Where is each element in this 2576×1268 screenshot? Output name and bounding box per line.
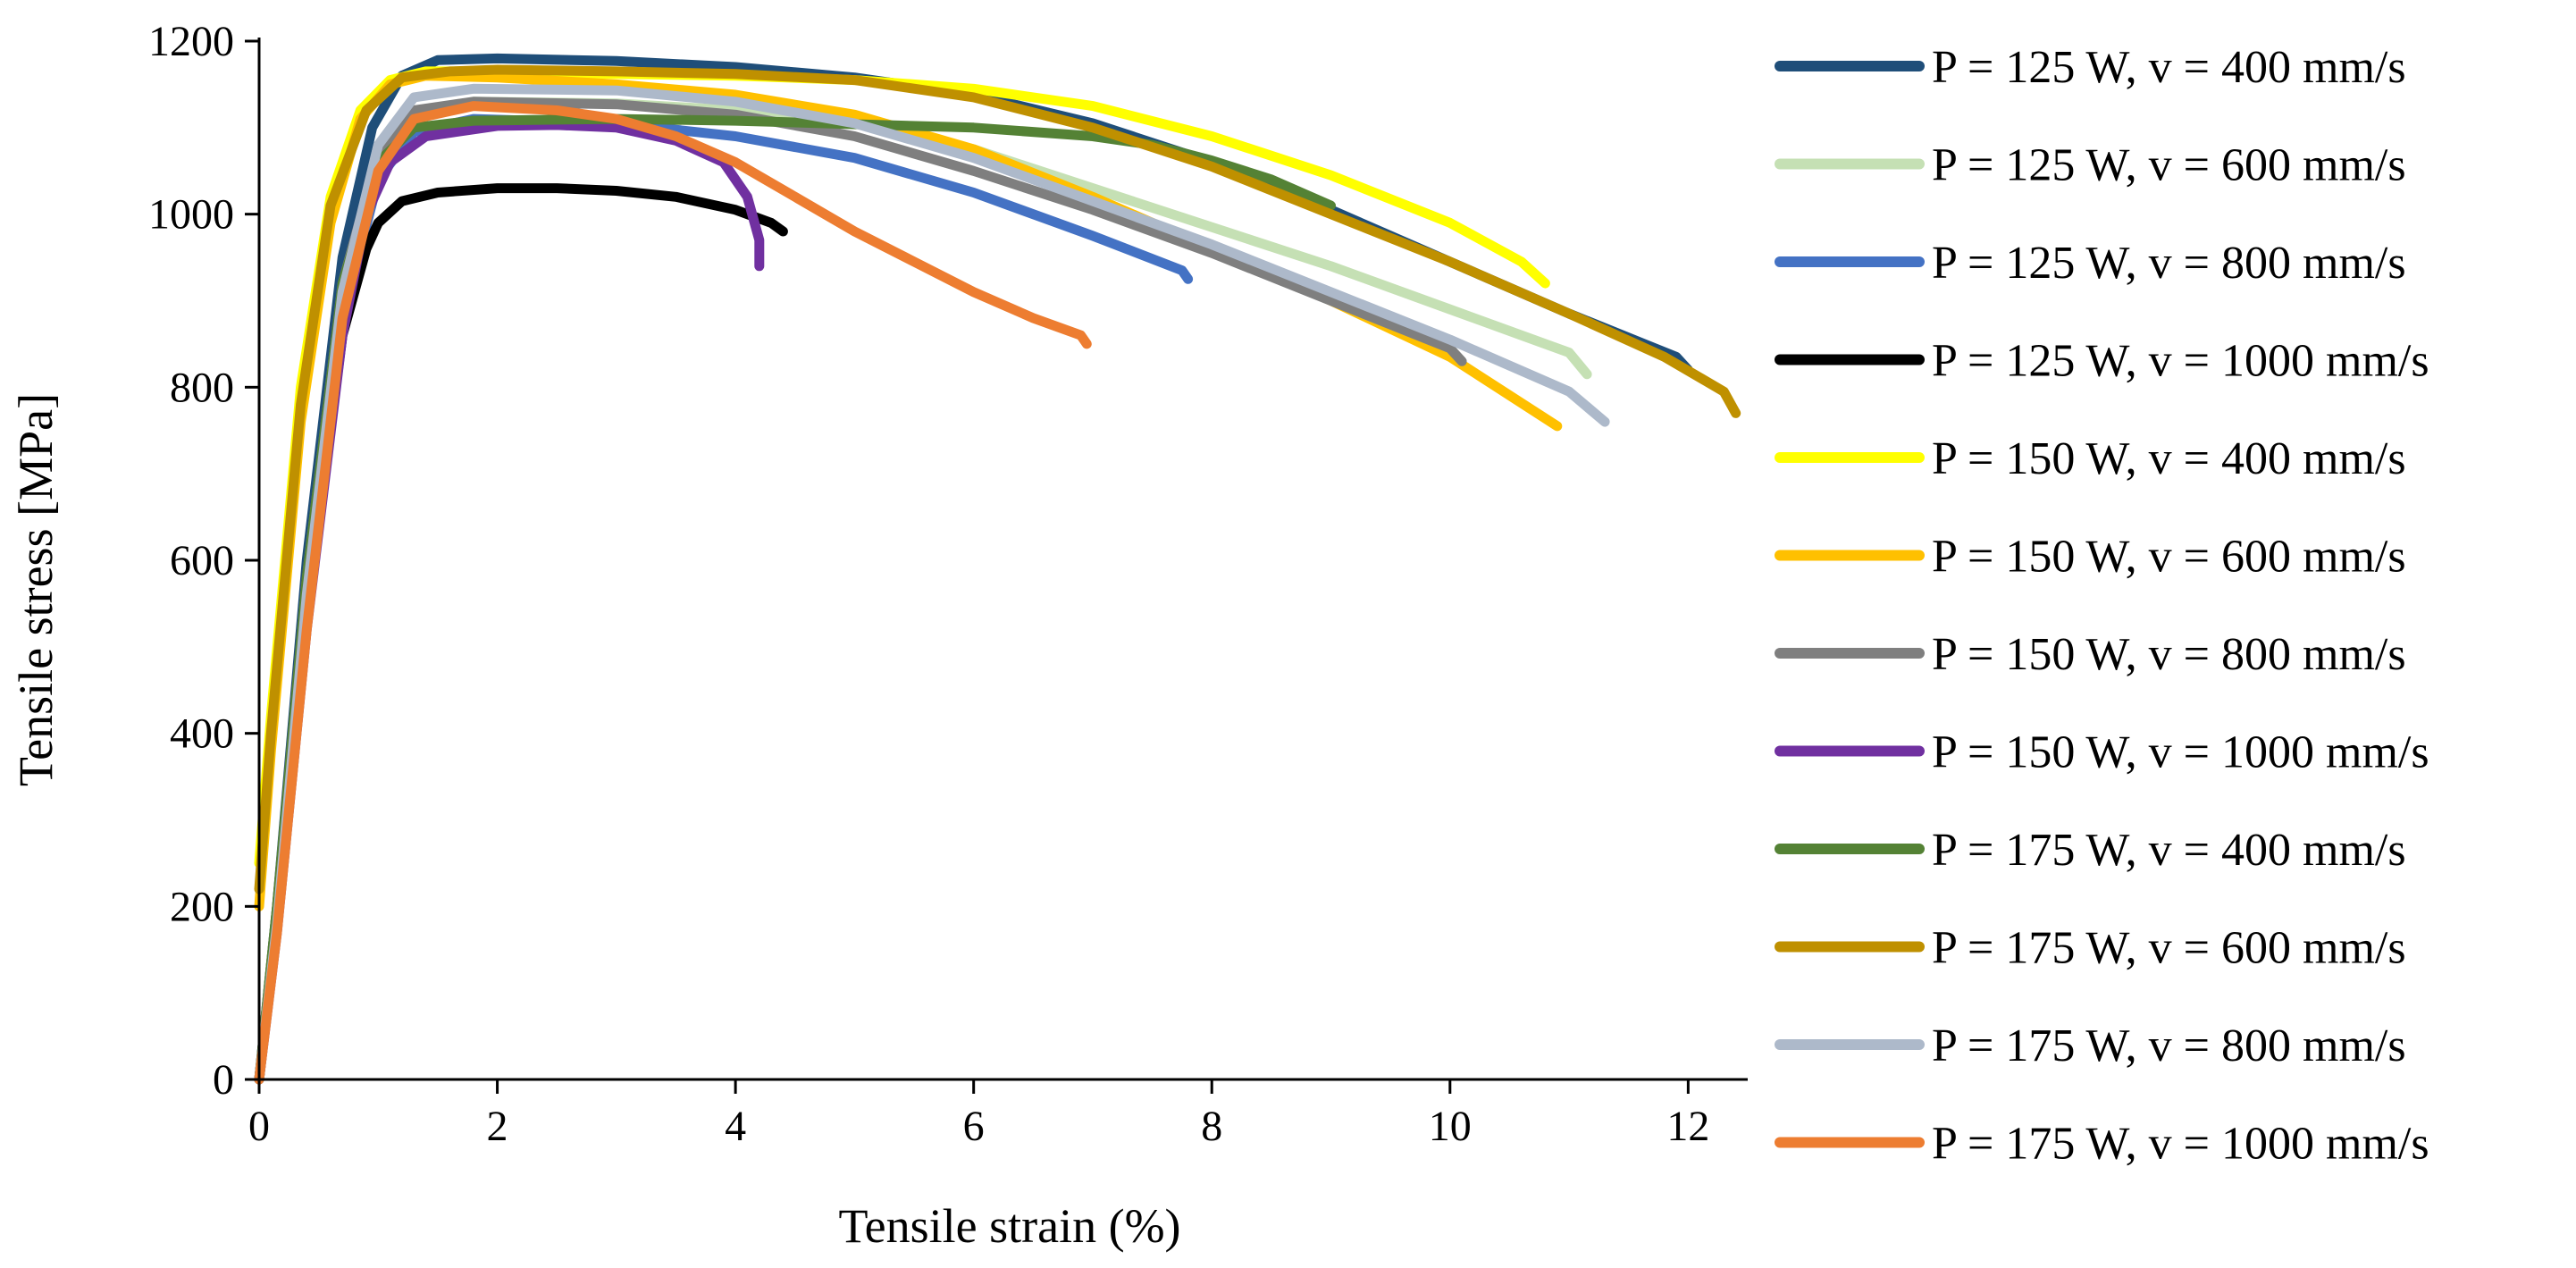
legend-label: P = 125 W, v = 1000 mm/s: [1932, 336, 2429, 387]
legend-item: P = 175 W, v = 800 mm/s: [1775, 1020, 2406, 1071]
x-tick-label: 6: [963, 1103, 985, 1150]
legend-label: P = 125 W, v = 600 mm/s: [1932, 140, 2406, 191]
x-tick-label: 12: [1666, 1103, 1709, 1150]
x-tick-label: 2: [487, 1103, 508, 1150]
x-tick-label: 10: [1429, 1103, 1472, 1150]
y-tick-label: 0: [213, 1056, 234, 1104]
legend-item: P = 125 W, v = 400 mm/s: [1775, 42, 2406, 93]
x-tick-label: 8: [1201, 1103, 1222, 1150]
legend-label: P = 175 W, v = 800 mm/s: [1932, 1020, 2406, 1071]
legend-item: P = 125 W, v = 800 mm/s: [1775, 238, 2406, 289]
legend-item: P = 150 W, v = 800 mm/s: [1775, 629, 2406, 680]
legend: P = 125 W, v = 400 mm/s P = 125 W, v = 60…: [1775, 42, 2429, 1170]
legend-item: P = 150 W, v = 600 mm/s: [1775, 532, 2406, 583]
y-tick-label: 400: [170, 710, 234, 758]
legend-item: P = 150 W, v = 1000 mm/s: [1775, 727, 2429, 778]
legend-item: P = 175 W, v = 400 mm/s: [1775, 825, 2406, 876]
legend-label: P = 175 W, v = 600 mm/s: [1932, 923, 2406, 974]
legend-label: P = 150 W, v = 800 mm/s: [1932, 629, 2406, 680]
y-tick-label: 200: [170, 883, 234, 930]
x-tick-label: 0: [248, 1103, 270, 1150]
y-tick-label: 600: [170, 537, 234, 584]
legend-item: P = 175 W, v = 600 mm/s: [1775, 923, 2406, 974]
series-line-8: [254, 120, 765, 1085]
axes: 0 200 400 600 800 1000 1200 0 2 4 6 8 10 12: [148, 18, 1748, 1150]
legend-item: P = 125 W, v = 1000 mm/s: [1775, 336, 2429, 387]
legend-label: P = 175 W, v = 1000 mm/s: [1932, 1119, 2429, 1170]
legend-label: P = 150 W, v = 600 mm/s: [1932, 532, 2406, 583]
y-tick-label: 800: [170, 364, 234, 411]
legend-label: P = 150 W, v = 1000 mm/s: [1932, 727, 2429, 778]
y-tick-label: 1000: [148, 191, 234, 239]
legend-item: P = 175 W, v = 1000 mm/s: [1775, 1119, 2429, 1170]
x-tick-label: 4: [725, 1103, 746, 1150]
series-line-12: [254, 101, 1092, 1085]
series-line-6: [254, 71, 1563, 911]
series-line-1: [254, 53, 1693, 1085]
series-line-10: [254, 64, 1741, 894]
legend-label: P = 125 W, v = 400 mm/s: [1932, 42, 2406, 93]
legend-item: P = 150 W, v = 400 mm/s: [1775, 433, 2406, 484]
plot-area: [254, 53, 1741, 1085]
y-axis-title: Tensile stress [MPa]: [9, 393, 63, 786]
legend-label: P = 150 W, v = 400 mm/s: [1932, 433, 2406, 484]
legend-label: P = 175 W, v = 400 mm/s: [1932, 825, 2406, 876]
y-tick-label: 1200: [148, 18, 234, 65]
legend-label: P = 125 W, v = 800 mm/s: [1932, 238, 2406, 289]
x-axis-title: Tensile strain (%): [838, 1199, 1180, 1253]
legend-item: P = 125 W, v = 600 mm/s: [1775, 140, 2406, 191]
series-line-3: [254, 113, 1194, 1085]
series-line-2: [254, 97, 1592, 1085]
